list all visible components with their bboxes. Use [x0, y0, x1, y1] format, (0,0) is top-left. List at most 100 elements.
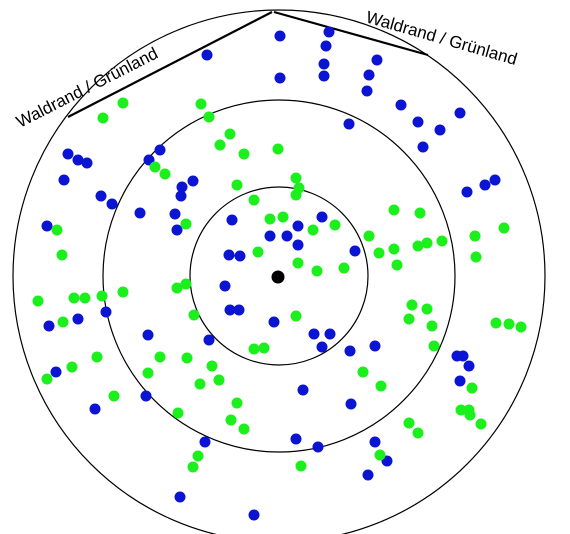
green-point: [391, 259, 403, 271]
green-point: [295, 460, 307, 472]
blue-point: [412, 116, 424, 128]
forest-edge-label-left: Waldrand / Grünland: [13, 44, 161, 132]
green-point: [515, 321, 527, 333]
inner-ring: [189, 186, 369, 366]
blue-point: [369, 340, 381, 352]
blue-point: [361, 85, 373, 97]
blue-point: [281, 230, 293, 242]
green-point: [466, 382, 478, 394]
green-point: [231, 179, 243, 191]
blue-point: [50, 366, 62, 378]
blue-point: [349, 245, 361, 257]
green-point: [224, 128, 236, 140]
green-point: [388, 243, 400, 255]
blue-point: [134, 207, 146, 219]
green-point: [470, 251, 482, 263]
green-point: [503, 318, 515, 330]
blue-point: [461, 186, 473, 198]
green-point: [206, 360, 218, 372]
blue-point: [154, 144, 166, 156]
green-point: [307, 224, 319, 236]
green-point: [264, 213, 276, 225]
blue-point: [62, 148, 74, 160]
blue-point: [343, 118, 355, 130]
green-point: [469, 230, 481, 242]
blue-point: [318, 58, 330, 70]
forest-edge-line-left: [67, 11, 273, 118]
blue-point: [219, 280, 231, 292]
center-marker: [271, 270, 285, 284]
green-point: [374, 449, 386, 461]
blue-point: [223, 249, 235, 261]
blue-point: [316, 211, 328, 223]
blue-point: [264, 230, 276, 242]
green-point: [195, 98, 207, 110]
green-point: [68, 292, 80, 304]
green-point: [277, 211, 289, 223]
forest-edge-line-right: [273, 10, 429, 57]
green-point: [375, 380, 387, 392]
blue-point: [176, 181, 188, 193]
green-point: [66, 361, 78, 373]
blue-point: [268, 316, 280, 328]
blue-point: [199, 436, 211, 448]
blue-point: [324, 328, 336, 340]
green-point: [108, 390, 120, 402]
outer-ring: [12, 9, 546, 534]
forest-edge-label-right: Waldrand / Grünland: [364, 8, 519, 69]
green-point: [187, 461, 199, 473]
blue-point: [72, 154, 84, 166]
blue-point: [297, 384, 309, 396]
green-point: [373, 247, 385, 259]
green-point: [406, 299, 418, 311]
green-point: [290, 189, 302, 201]
blue-point: [274, 30, 286, 42]
green-point: [329, 219, 341, 231]
green-point: [292, 257, 304, 269]
green-point: [57, 316, 69, 328]
green-point: [403, 417, 415, 429]
green-point: [56, 249, 68, 261]
green-point: [388, 204, 400, 216]
green-point: [290, 172, 302, 184]
green-point: [203, 111, 215, 123]
blue-point: [292, 239, 304, 251]
green-point: [142, 367, 154, 379]
blue-point: [363, 69, 375, 81]
blue-point: [234, 250, 246, 262]
blue-points-group: [41, 26, 501, 521]
green-point: [436, 235, 448, 247]
blue-point: [41, 220, 53, 232]
blue-point: [224, 304, 236, 316]
green-point: [428, 340, 440, 352]
green-point: [311, 265, 323, 277]
green-point: [238, 423, 250, 435]
blue-point: [72, 313, 84, 325]
green-point: [455, 404, 467, 416]
green-points-group: [32, 97, 527, 473]
green-point: [272, 143, 284, 155]
green-point: [421, 303, 433, 315]
blue-point: [312, 441, 324, 453]
green-point: [117, 97, 129, 109]
blue-point: [187, 175, 199, 187]
blue-point: [248, 509, 260, 521]
green-point: [154, 351, 166, 363]
blue-point: [316, 341, 328, 353]
blue-point: [489, 174, 501, 186]
blue-point: [89, 403, 101, 415]
blue-point: [417, 141, 429, 153]
blue-point: [292, 220, 304, 232]
green-point: [149, 161, 161, 173]
green-point: [357, 366, 369, 378]
middle-ring: [102, 99, 456, 453]
green-point: [225, 414, 237, 426]
green-point: [97, 112, 109, 124]
green-point: [248, 343, 260, 355]
green-point: [172, 407, 184, 419]
blue-point: [457, 350, 469, 362]
green-point: [475, 418, 487, 430]
green-point: [490, 317, 502, 329]
green-point: [290, 310, 302, 322]
